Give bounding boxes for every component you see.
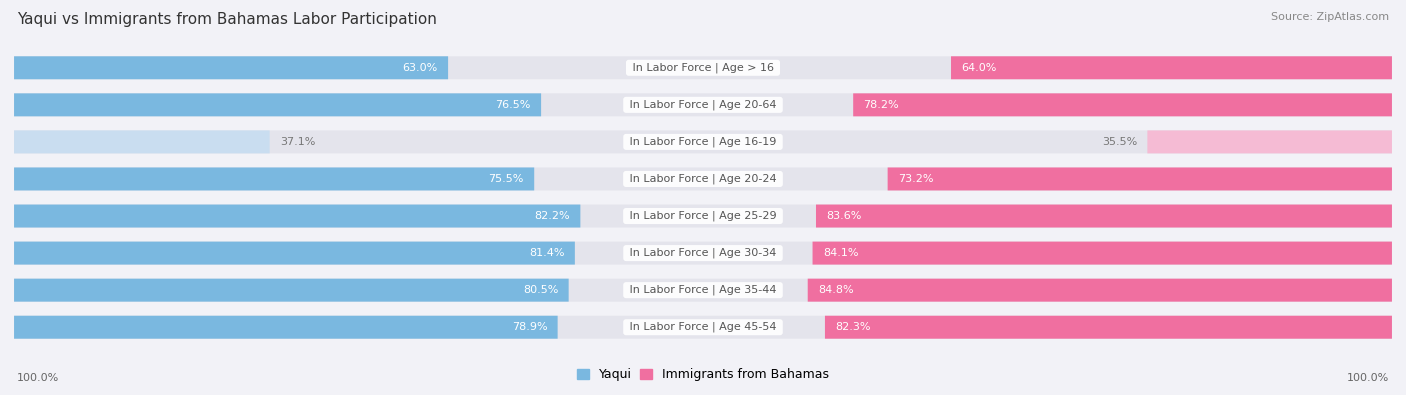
Text: 83.6%: 83.6% xyxy=(827,211,862,221)
Text: 84.1%: 84.1% xyxy=(823,248,859,258)
Text: In Labor Force | Age > 16: In Labor Force | Age > 16 xyxy=(628,62,778,73)
FancyBboxPatch shape xyxy=(14,316,558,339)
Text: 81.4%: 81.4% xyxy=(529,248,565,258)
Text: 78.2%: 78.2% xyxy=(863,100,900,110)
Text: 75.5%: 75.5% xyxy=(488,174,524,184)
FancyBboxPatch shape xyxy=(14,205,1392,228)
FancyBboxPatch shape xyxy=(14,167,1392,190)
Text: 76.5%: 76.5% xyxy=(495,100,531,110)
Text: 63.0%: 63.0% xyxy=(402,63,437,73)
FancyBboxPatch shape xyxy=(14,242,575,265)
Legend: Yaqui, Immigrants from Bahamas: Yaqui, Immigrants from Bahamas xyxy=(572,363,834,386)
FancyBboxPatch shape xyxy=(14,167,534,190)
FancyBboxPatch shape xyxy=(14,278,568,302)
Text: 100.0%: 100.0% xyxy=(17,373,59,383)
FancyBboxPatch shape xyxy=(14,93,1392,117)
FancyBboxPatch shape xyxy=(887,167,1392,190)
Text: Yaqui vs Immigrants from Bahamas Labor Participation: Yaqui vs Immigrants from Bahamas Labor P… xyxy=(17,12,437,27)
FancyBboxPatch shape xyxy=(807,278,1392,302)
Text: In Labor Force | Age 35-44: In Labor Force | Age 35-44 xyxy=(626,285,780,295)
Text: Source: ZipAtlas.com: Source: ZipAtlas.com xyxy=(1271,12,1389,22)
Text: 82.3%: 82.3% xyxy=(835,322,870,332)
Text: 84.8%: 84.8% xyxy=(818,285,853,295)
FancyBboxPatch shape xyxy=(14,56,449,79)
Text: In Labor Force | Age 30-34: In Labor Force | Age 30-34 xyxy=(626,248,780,258)
FancyBboxPatch shape xyxy=(853,93,1392,117)
Text: 80.5%: 80.5% xyxy=(523,285,558,295)
Text: In Labor Force | Age 20-64: In Labor Force | Age 20-64 xyxy=(626,100,780,110)
FancyBboxPatch shape xyxy=(14,93,541,117)
FancyBboxPatch shape xyxy=(815,205,1392,228)
FancyBboxPatch shape xyxy=(14,278,1392,302)
Text: In Labor Force | Age 45-54: In Labor Force | Age 45-54 xyxy=(626,322,780,333)
Text: 78.9%: 78.9% xyxy=(512,322,547,332)
Text: 73.2%: 73.2% xyxy=(898,174,934,184)
FancyBboxPatch shape xyxy=(14,130,270,153)
FancyBboxPatch shape xyxy=(14,56,1392,79)
FancyBboxPatch shape xyxy=(14,130,1392,153)
Text: In Labor Force | Age 20-24: In Labor Force | Age 20-24 xyxy=(626,174,780,184)
FancyBboxPatch shape xyxy=(813,242,1392,265)
FancyBboxPatch shape xyxy=(14,205,581,228)
Text: 82.2%: 82.2% xyxy=(534,211,569,221)
FancyBboxPatch shape xyxy=(1147,130,1392,153)
FancyBboxPatch shape xyxy=(14,242,1392,265)
Text: In Labor Force | Age 25-29: In Labor Force | Age 25-29 xyxy=(626,211,780,221)
Text: In Labor Force | Age 16-19: In Labor Force | Age 16-19 xyxy=(626,137,780,147)
Text: 37.1%: 37.1% xyxy=(280,137,315,147)
Text: 64.0%: 64.0% xyxy=(962,63,997,73)
FancyBboxPatch shape xyxy=(825,316,1392,339)
FancyBboxPatch shape xyxy=(950,56,1392,79)
FancyBboxPatch shape xyxy=(14,316,1392,339)
Text: 100.0%: 100.0% xyxy=(1347,373,1389,383)
Text: 35.5%: 35.5% xyxy=(1102,137,1137,147)
